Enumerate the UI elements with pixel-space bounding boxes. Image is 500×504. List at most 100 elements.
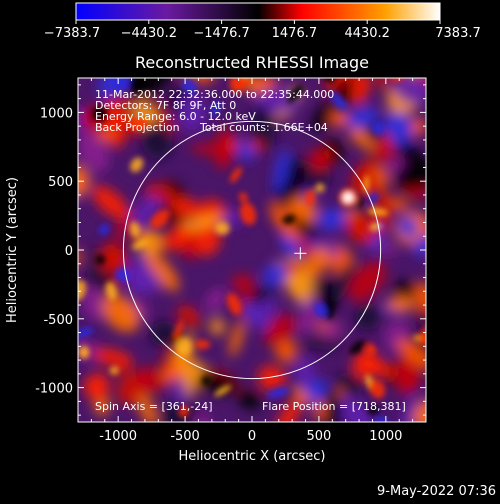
heatmap-blob-core <box>349 339 367 355</box>
heatmap-blob <box>78 165 90 197</box>
heatmap-blob <box>78 130 110 173</box>
annotation-spin-axis: Spin Axis = [361,-24] <box>95 400 213 413</box>
heatmap-blob <box>263 263 289 286</box>
heatmap-blob <box>172 376 188 408</box>
heatmap-blob <box>412 399 426 422</box>
heatmap-blob-core <box>150 209 170 229</box>
heatmap-blob <box>349 127 379 152</box>
heatmap-blob-core <box>226 292 242 316</box>
y-axis: -1000 -500 0 500 1000 <box>35 84 426 416</box>
annotation-counts: Total counts: 1.66E+04 <box>199 121 328 134</box>
y-tick-label: 500 <box>48 175 73 190</box>
heatmap-blob <box>276 398 302 422</box>
heatmap-blob-core <box>214 221 230 235</box>
heatmap-blob <box>345 213 378 245</box>
heatmap-blob <box>323 385 342 422</box>
chart-title: Reconstructed RHESSI Image <box>135 53 369 72</box>
heatmap-blob <box>146 252 180 292</box>
heatmap-blob <box>138 394 157 422</box>
heatmap-blob-core <box>130 157 144 173</box>
heatmap-blob-core <box>105 281 117 301</box>
heatmap-blob <box>92 185 129 220</box>
heatmap-blob-core <box>98 224 110 236</box>
heatmap-blob-core <box>109 366 120 375</box>
heatmap-blob-core <box>372 122 384 135</box>
heatmap-blob <box>393 78 426 105</box>
heatmap-blob <box>398 216 419 239</box>
colorbar-tick-label: 4430.2 <box>344 26 390 41</box>
heatmap-blob-core <box>229 78 249 93</box>
y-axis-label: Heliocentric Y (arcsec) <box>5 177 20 323</box>
heatmap-blob <box>381 132 393 154</box>
heatmap-blob <box>237 389 261 410</box>
heatmap-blob-core <box>95 254 106 265</box>
heatmap-blob <box>181 214 224 231</box>
heatmap-blob <box>321 320 342 342</box>
heatmap-blob-core <box>427 120 452 142</box>
heatmap-blob <box>397 360 419 389</box>
heatmap-blob <box>300 338 346 350</box>
heatmap-blob <box>413 234 426 257</box>
heatmap-blob <box>220 210 245 227</box>
x-axis-label: Heliocentric X (arcsec) <box>179 449 326 464</box>
heatmap-blob <box>250 105 276 153</box>
heatmap-blob <box>317 208 346 231</box>
heatmap-blob <box>350 158 376 194</box>
heatmap-blob-core <box>267 387 290 399</box>
heatmap-blob <box>330 109 348 128</box>
heatmap-blob-core <box>365 343 376 356</box>
heatmap-blob-core <box>78 279 87 302</box>
x-tick-label: 1000 <box>369 429 402 444</box>
annotation-time: 11-Mar-2012 22:32:36.000 to 22:35:44.000 <box>95 88 334 101</box>
heatmap-blob <box>193 412 210 422</box>
heatmap-blob-core <box>182 78 197 95</box>
heatmap-blob <box>171 197 201 218</box>
heatmap-blob <box>101 293 140 333</box>
heatmap-blob <box>231 274 255 292</box>
heatmap-blob-core <box>282 214 296 225</box>
heatmap-blob <box>292 387 310 405</box>
heatmap-blob-core <box>373 416 389 422</box>
heatmap-blob-core <box>323 297 335 320</box>
heatmap-blob-core <box>418 324 426 346</box>
heatmap-blob-core <box>114 267 132 282</box>
heatmap-area <box>78 78 452 422</box>
y-tick-label: -1000 <box>35 382 73 397</box>
heatmap-blob-core <box>355 196 364 207</box>
heatmap-blob-core <box>129 78 149 93</box>
x-tick-label: 500 <box>307 429 332 444</box>
colorbar-tick-label: −4430.2 <box>121 26 177 41</box>
heatmap-blob <box>130 196 162 228</box>
solar-disk-circle <box>122 120 382 380</box>
heatmap-blob <box>273 148 290 194</box>
heatmap-blob-core <box>202 375 212 386</box>
colorbar-tick-label: 7383.7 <box>435 26 481 41</box>
colorbar-ticks <box>75 20 441 24</box>
heatmap-blob-core <box>175 337 192 356</box>
heatmap-blob <box>196 371 227 390</box>
y-tick-label: -500 <box>43 313 73 328</box>
heatmap-blob-core <box>129 221 141 238</box>
x-tick-label: 0 <box>248 429 256 444</box>
annotation-method: Back Projection <box>95 121 180 134</box>
heatmap-blob <box>348 260 386 302</box>
heatmap-blob <box>306 246 329 277</box>
heatmap-blob-core <box>82 349 90 360</box>
heatmap-blob <box>393 280 417 299</box>
heatmap-blob <box>414 281 426 310</box>
heatmap-blob <box>293 233 314 263</box>
heatmap-blob-core <box>129 118 148 131</box>
heatmap-blob-core <box>369 379 386 399</box>
heatmap-blob-core <box>210 101 221 116</box>
annotation-energy: Energy Range: 6.0 - 12.0 keV <box>95 110 256 123</box>
heatmap-blob <box>138 229 162 257</box>
heatmap-blob-core <box>329 91 348 111</box>
y-tick-label: 1000 <box>40 106 73 121</box>
heatmap-blob-core <box>367 404 379 416</box>
heatmap-blob <box>193 221 221 256</box>
heatmap-blob <box>308 151 326 168</box>
heatmap-blob <box>400 394 419 422</box>
heatmap-blob <box>237 139 255 162</box>
heatmap-blob <box>86 372 110 402</box>
